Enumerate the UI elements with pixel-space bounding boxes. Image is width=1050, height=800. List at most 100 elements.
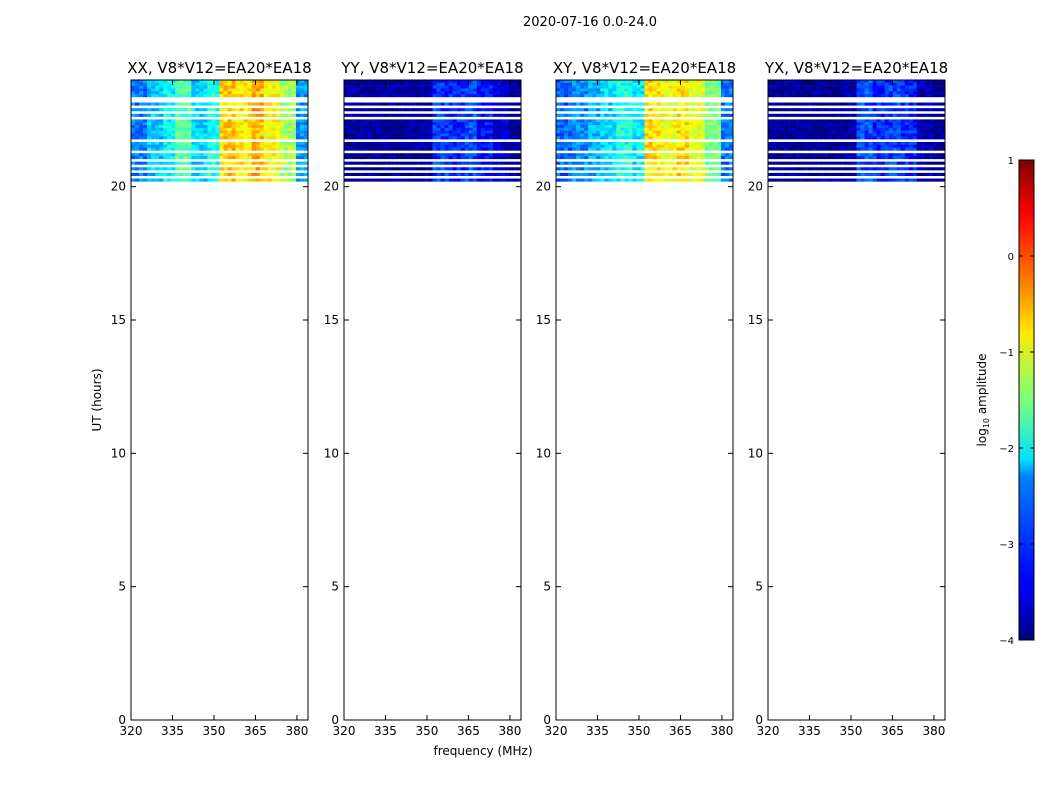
- heatmap-cell: [436, 108, 441, 112]
- heatmap-cell: [219, 147, 224, 151]
- heatmap-cell: [356, 102, 361, 106]
- heatmap-cell: [716, 161, 722, 165]
- heatmap-cell: [616, 156, 621, 160]
- heatmap-cell: [680, 147, 686, 151]
- heatmap-cell: [676, 122, 681, 126]
- heatmap-cell: [660, 119, 665, 123]
- heatmap-cell: [263, 136, 269, 140]
- x-tick-label: 320: [757, 724, 780, 738]
- heatmap-cell: [456, 119, 461, 123]
- heatmap-cell: [279, 80, 285, 84]
- heatmap-cell: [163, 147, 168, 151]
- heatmap-cell: [880, 85, 885, 89]
- heatmap-cell: [780, 127, 785, 131]
- heatmap-cell: [812, 161, 817, 165]
- heatmap-cell: [147, 102, 152, 106]
- heatmap-cell: [776, 108, 781, 112]
- heatmap-cell: [560, 133, 565, 137]
- heatmap-cell: [279, 108, 285, 112]
- heatmap-cell: [171, 82, 176, 86]
- heatmap-cell: [888, 141, 893, 146]
- heatmap-cell: [828, 172, 833, 176]
- heatmap-cell: [440, 85, 445, 89]
- heatmap-cell: [888, 94, 893, 98]
- heatmap-cell: [916, 113, 922, 117]
- heatmap-cell: [219, 108, 224, 112]
- heatmap-cell: [592, 156, 597, 160]
- heatmap-cell: [428, 122, 433, 126]
- heatmap-cell: [299, 85, 305, 89]
- heatmap-cell: [211, 122, 216, 126]
- heatmap-cell: [872, 161, 877, 165]
- heatmap-cell: [191, 147, 196, 151]
- heatmap-cell: [215, 113, 220, 117]
- heatmap-cell: [844, 125, 849, 129]
- heatmap-cell: [868, 133, 873, 137]
- heatmap-cell: [584, 85, 589, 89]
- heatmap-cell: [155, 85, 160, 89]
- heatmap-cell: [660, 178, 665, 182]
- heatmap-cell: [255, 161, 261, 165]
- heatmap-cell: [388, 82, 393, 86]
- heatmap-cell: [143, 113, 148, 117]
- heatmap-cell: [175, 161, 180, 165]
- heatmap-cell: [392, 133, 397, 137]
- heatmap-cell: [239, 80, 244, 84]
- heatmap-cell: [596, 144, 601, 148]
- heatmap-cell: [820, 144, 825, 148]
- heatmap-cell: [215, 102, 220, 106]
- heatmap-cell: [680, 82, 686, 86]
- heatmap-cell: [588, 125, 593, 129]
- heatmap-cell: [584, 153, 589, 157]
- heatmap-cell: [227, 136, 232, 140]
- heatmap-cell: [664, 136, 669, 140]
- heatmap-cell: [239, 167, 244, 171]
- heatmap-cell: [267, 125, 273, 129]
- heatmap-cell: [480, 147, 486, 151]
- heatmap-cell: [920, 108, 926, 112]
- heatmap-cell: [235, 147, 240, 151]
- heatmap-cell: [151, 80, 156, 84]
- heatmap-cell: [468, 130, 474, 134]
- heatmap-cell: [680, 119, 686, 123]
- heatmap-cell: [624, 130, 629, 134]
- heatmap-cell: [768, 167, 773, 171]
- heatmap-cell: [135, 102, 140, 106]
- heatmap-cell: [460, 119, 465, 123]
- heatmap-cell: [480, 167, 486, 171]
- heatmap-cell: [580, 144, 585, 148]
- heatmap-cell: [716, 122, 722, 126]
- heatmap-cell: [255, 102, 261, 106]
- heatmap-cell: [932, 80, 938, 84]
- heatmap-cell: [940, 178, 946, 182]
- heatmap-cell: [448, 125, 453, 129]
- heatmap-cell: [680, 144, 686, 148]
- heatmap-cell: [560, 125, 565, 129]
- heatmap-cell: [484, 130, 490, 134]
- heatmap-cell: [856, 91, 861, 95]
- heatmap-cell: [484, 119, 490, 123]
- heatmap-cell: [716, 147, 722, 151]
- heatmap-cell: [684, 108, 690, 112]
- heatmap-cell: [175, 133, 180, 137]
- heatmap-cell: [796, 136, 801, 140]
- heatmap-cell: [808, 147, 813, 151]
- heatmap-cell: [504, 85, 510, 89]
- heatmap-cell: [167, 156, 172, 160]
- heatmap-cell: [840, 88, 845, 92]
- heatmap-cell: [211, 94, 216, 98]
- heatmap-cell: [368, 153, 373, 157]
- heatmap-cell: [832, 91, 837, 95]
- heatmap-cell: [488, 147, 494, 151]
- heatmap-cell: [708, 130, 714, 134]
- heatmap-cell: [388, 156, 393, 160]
- heatmap-cell: [275, 153, 281, 157]
- heatmap-cell: [191, 122, 196, 126]
- heatmap-cell: [588, 156, 593, 160]
- heatmap-cell: [404, 102, 409, 106]
- heatmap-cell: [199, 88, 204, 92]
- heatmap-cell: [816, 125, 821, 129]
- heatmap-cell: [592, 153, 597, 157]
- heatmap-cell: [692, 108, 698, 112]
- heatmap-cell: [408, 141, 413, 146]
